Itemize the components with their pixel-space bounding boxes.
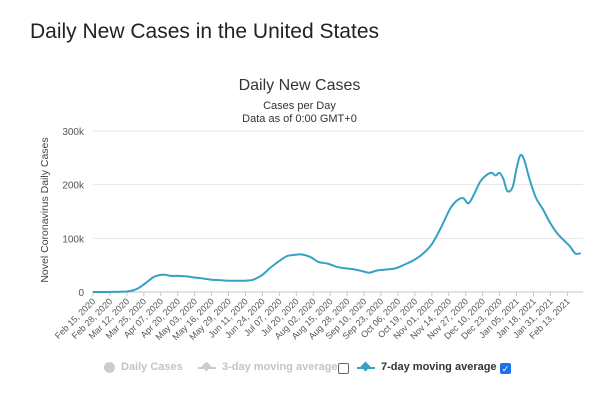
data-point (579, 252, 582, 254)
data-point (385, 268, 387, 271)
data-point (227, 280, 230, 282)
data-point (515, 168, 518, 170)
data-point (278, 260, 280, 262)
data-point (211, 279, 213, 281)
circle-icon (104, 361, 115, 373)
data-point (511, 186, 514, 188)
data-point (562, 239, 565, 241)
data-point (403, 264, 406, 266)
data-point (317, 261, 320, 263)
data-point (394, 267, 396, 269)
data-point (556, 232, 558, 234)
y-tick-label: 100k (62, 234, 85, 245)
y-tick-label: 200k (62, 181, 85, 192)
data-point (569, 245, 571, 247)
y-tick-label: 300k (62, 127, 85, 138)
legend-label-7day-average: 7-day moving average (381, 361, 497, 373)
data-point (220, 279, 222, 281)
data-point (126, 290, 128, 293)
data-point (354, 268, 356, 271)
y-axis-label: Novel Coronavirus Daily Cases (39, 137, 51, 282)
data-point (462, 197, 464, 199)
data-point (164, 274, 166, 276)
data-point (413, 259, 415, 261)
data-point (549, 222, 552, 224)
data-point (310, 256, 312, 258)
chart-title: Daily New Cases (238, 77, 361, 94)
data-point (157, 274, 159, 276)
data-point (186, 275, 188, 277)
data-point (486, 174, 488, 176)
data-point (345, 267, 347, 269)
grid-lines (93, 130, 583, 293)
data-point (293, 254, 295, 256)
data-point (152, 276, 154, 279)
data-point (336, 266, 338, 268)
data-point (431, 243, 433, 245)
checkbox-7day-average[interactable]: ✓ (500, 363, 511, 374)
legend-label-3day-average: 3-day moving average (222, 361, 338, 373)
data-point (499, 172, 501, 174)
data-point (327, 263, 329, 265)
checkbox-3day-average[interactable] (338, 363, 349, 374)
data-point (170, 275, 172, 277)
data-point (203, 278, 205, 280)
data-point (269, 267, 271, 269)
series-line-7day-average (92, 153, 581, 293)
page-title: Daily New Cases in the United States (30, 20, 379, 43)
legend-label-daily-cases: Daily Cases (121, 361, 183, 373)
legend-item-daily-cases[interactable]: Daily Cases (104, 361, 183, 373)
line-diamond-icon (198, 361, 216, 373)
data-point (523, 159, 526, 162)
line-diamond-icon (357, 361, 375, 373)
chart-legend: Daily Cases 3-day moving average 7-day m… (0, 361, 599, 381)
data-point (300, 253, 303, 255)
data-point (479, 181, 481, 183)
data-point (502, 178, 505, 180)
data-point (194, 276, 196, 279)
data-point (237, 280, 239, 282)
y-tick-label: 0 (78, 288, 84, 299)
legend-item-7day-average[interactable]: 7-day moving average (357, 361, 497, 373)
y-axis-ticks: 0 100k 200k 300k (62, 127, 85, 299)
data-point (368, 272, 370, 274)
data-point (456, 200, 458, 202)
data-point (135, 288, 137, 290)
data-point (92, 291, 94, 293)
data-point (535, 197, 537, 199)
data-point (467, 202, 469, 204)
legend-item-3day-average[interactable]: 3-day moving average (198, 361, 338, 373)
chart-subtitle: Cases per Day (263, 100, 336, 112)
data-point (440, 227, 442, 229)
data-point (506, 190, 508, 192)
series-layer (92, 153, 582, 293)
data-point (472, 194, 475, 196)
data-point (286, 255, 288, 257)
data-point (376, 269, 378, 272)
chart-data-as-of: Data as of 0:00 GMT+0 (242, 113, 357, 125)
data-point (491, 172, 493, 174)
data-point (363, 271, 365, 273)
data-point (422, 253, 424, 255)
data-point (143, 283, 145, 286)
data-point (542, 208, 544, 210)
data-point (495, 174, 497, 177)
data-point (252, 279, 254, 281)
data-point (449, 208, 451, 210)
data-point (519, 154, 522, 156)
data-point (261, 274, 263, 276)
data-point (244, 280, 247, 282)
data-point (177, 275, 179, 277)
data-point (111, 291, 114, 293)
data-point (529, 178, 531, 180)
data-point (574, 252, 576, 254)
